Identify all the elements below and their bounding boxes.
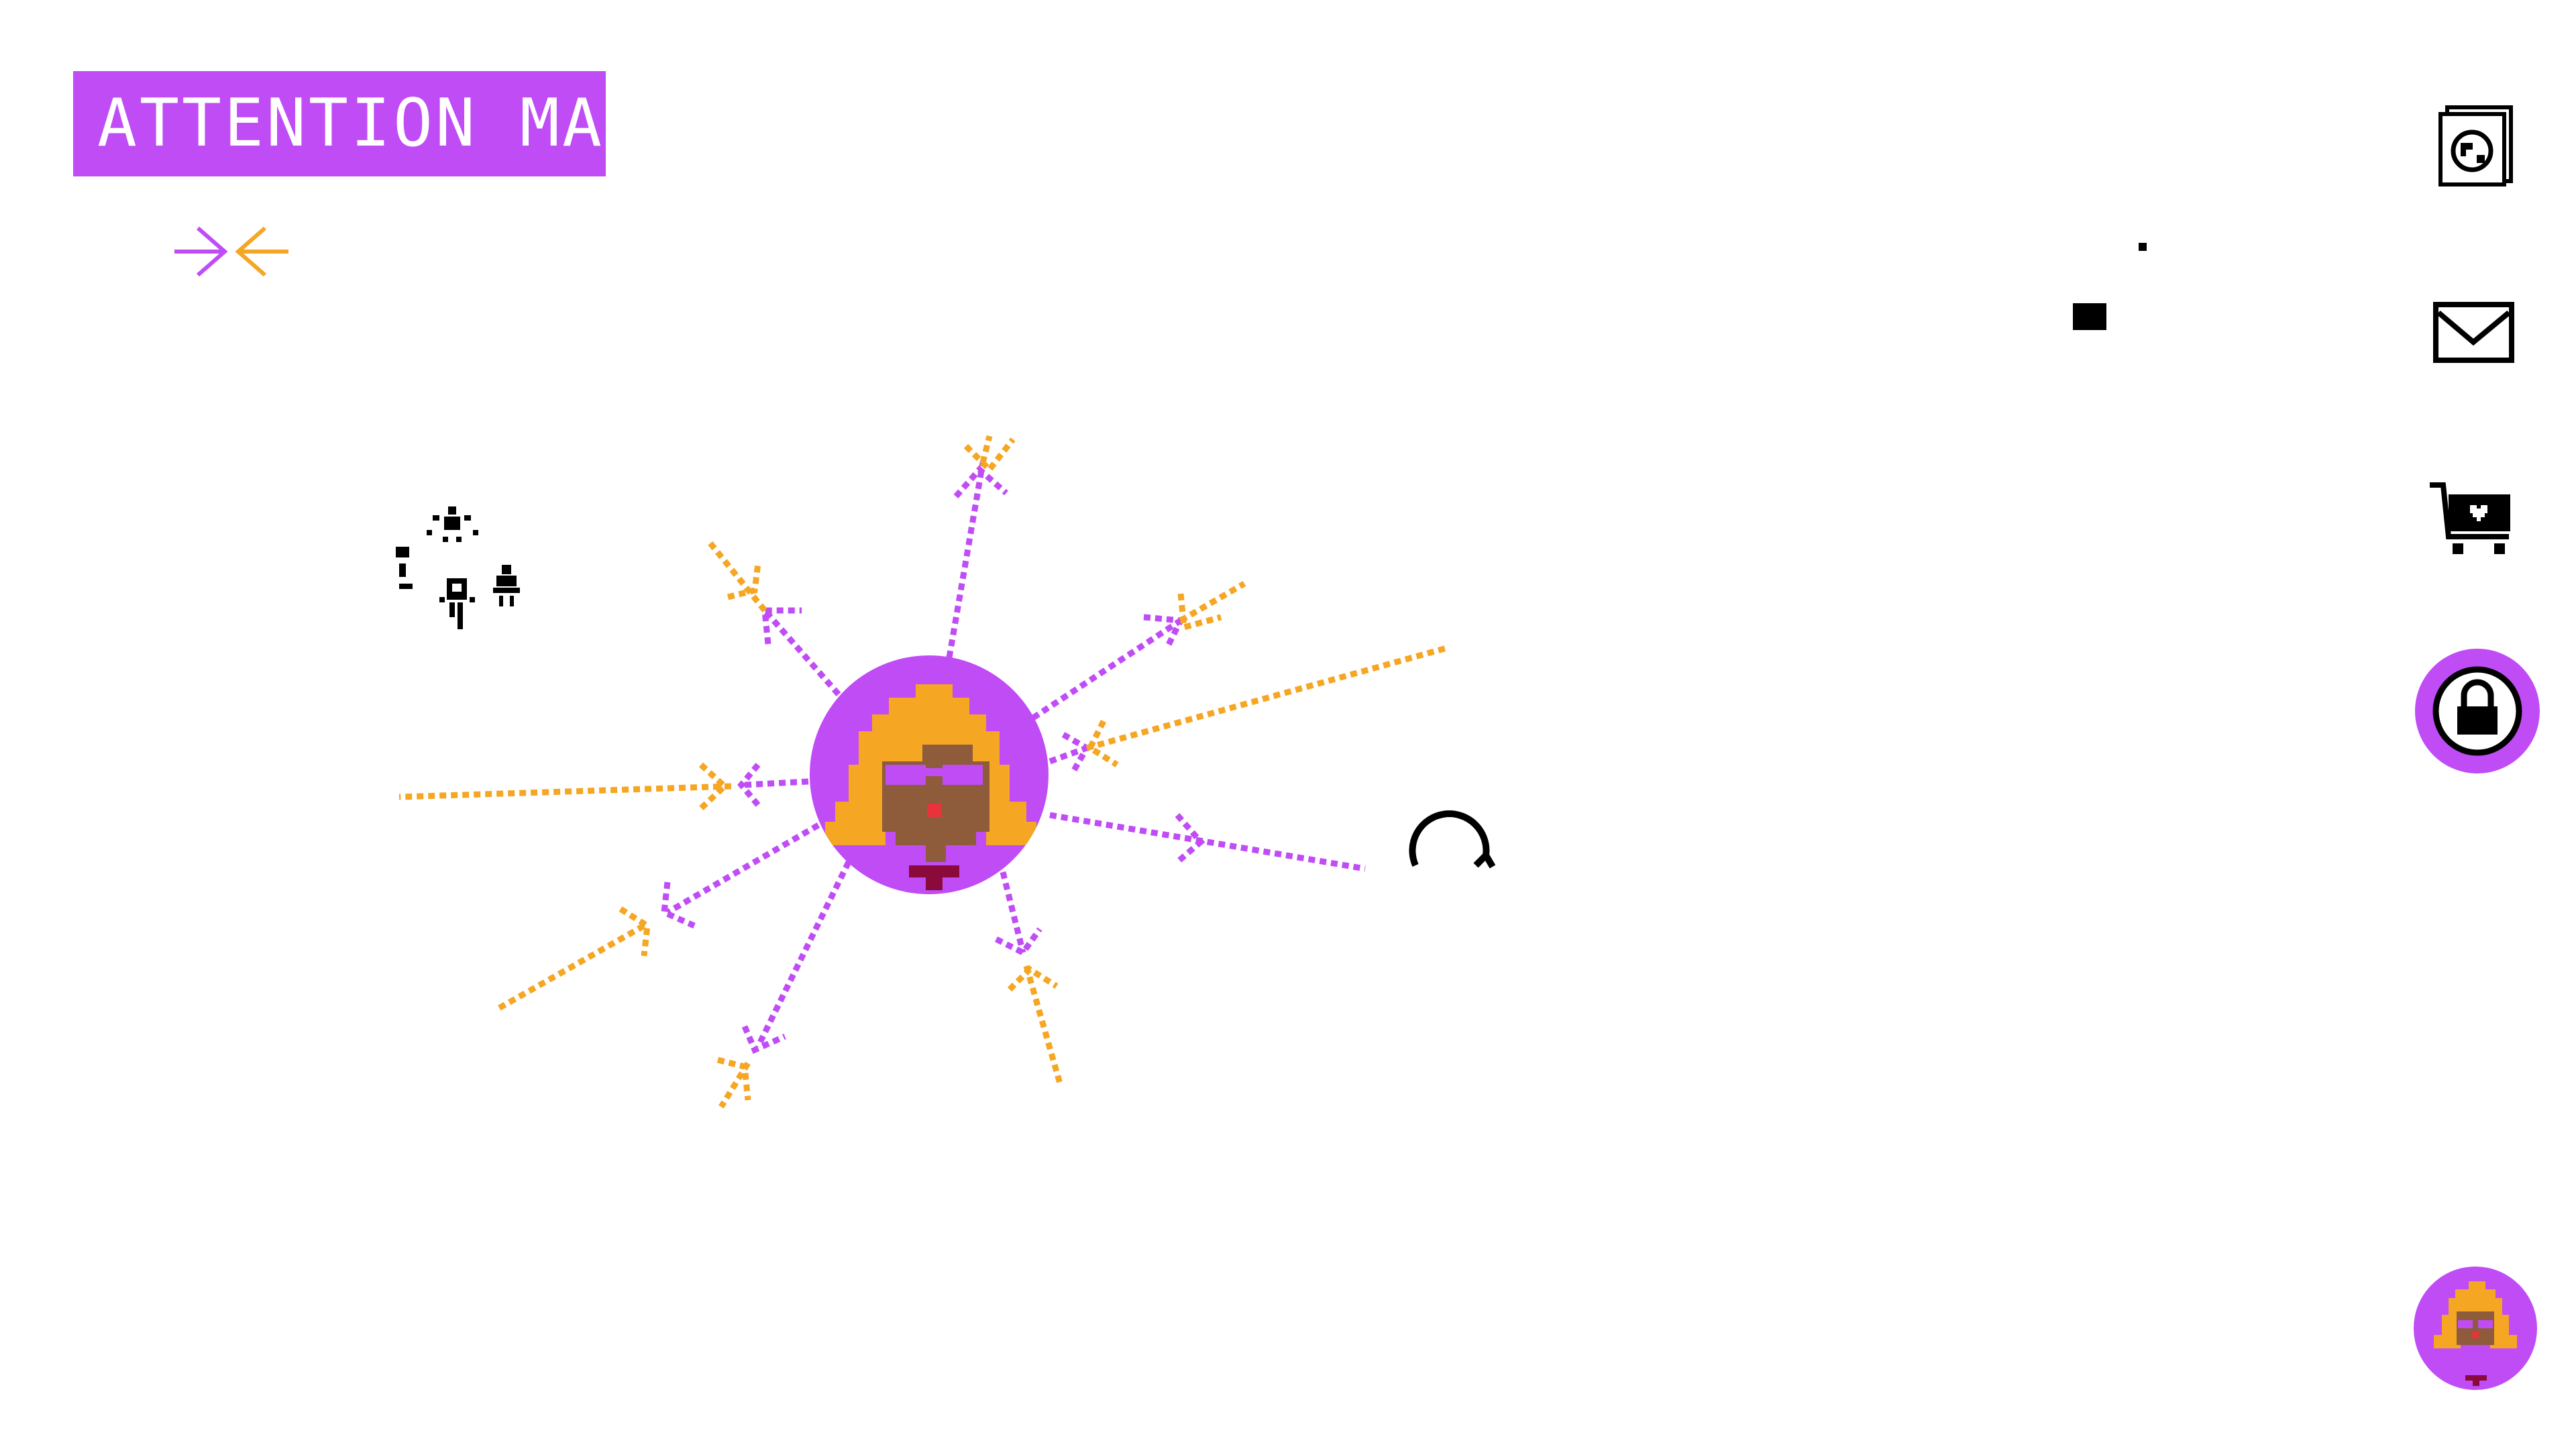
profile-avatar-button[interactable] xyxy=(2414,1267,2541,1394)
connection-up-right[interactable] xyxy=(1031,581,1246,720)
sidebar-item-mail[interactable] xyxy=(2432,301,2516,364)
loading-spinner-icon xyxy=(1409,810,1496,869)
people-cluster-icon[interactable] xyxy=(396,506,520,629)
connection-right-low[interactable] xyxy=(1049,812,1366,872)
connection-down-left-2[interactable] xyxy=(716,861,852,1109)
user-avatar-icon xyxy=(2414,1267,2537,1390)
connection-down-left[interactable] xyxy=(494,822,820,1012)
legend-incoming-arrow xyxy=(174,226,228,277)
dot-large xyxy=(2073,303,2106,330)
connection-up-left[interactable] xyxy=(705,538,841,696)
connection-down[interactable] xyxy=(994,871,1063,1085)
page-title-text: ATTENTION MAP xyxy=(97,85,647,162)
legend-outgoing-arrow xyxy=(235,226,288,277)
avatar-face-icon xyxy=(825,684,1036,862)
cart-heart-icon xyxy=(2430,482,2510,554)
connection-up[interactable] xyxy=(946,435,1016,658)
sidebar-item-privacy[interactable] xyxy=(2414,647,2541,775)
center-avatar[interactable] xyxy=(810,655,1049,894)
connection-left[interactable] xyxy=(398,762,809,811)
sidebar-item-news[interactable] xyxy=(2435,104,2516,188)
legend-arrows-icon xyxy=(174,226,288,277)
sidebar-item-shopping[interactable] xyxy=(2428,480,2516,560)
dot-small xyxy=(2139,243,2147,251)
lock-icon xyxy=(2415,649,2540,773)
page-title: ATTENTION MAP xyxy=(73,71,644,176)
connection-right[interactable] xyxy=(1049,644,1450,773)
globe-document-icon xyxy=(2438,105,2513,186)
envelope-icon xyxy=(2433,302,2514,363)
avatar-shirt-icon xyxy=(909,865,959,877)
